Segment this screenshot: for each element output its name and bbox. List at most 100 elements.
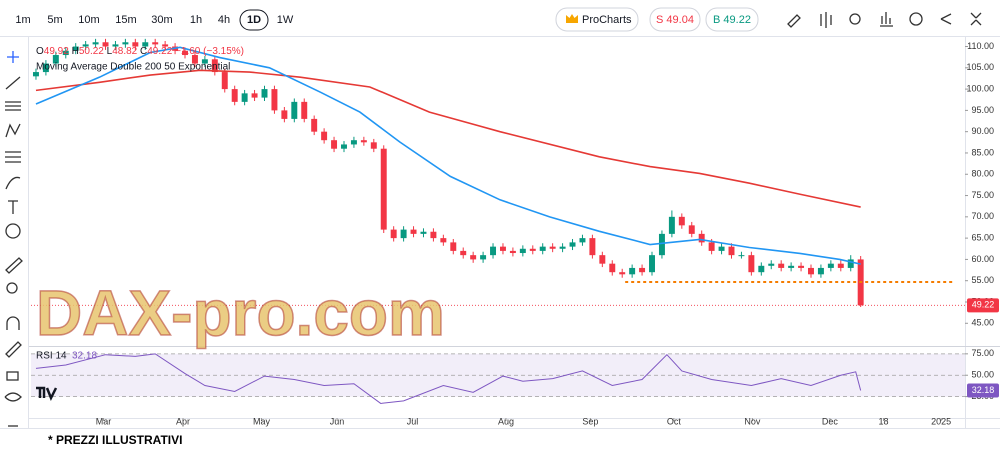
x-tick-label: 18: [879, 416, 889, 426]
interval[interactable]: 15m: [115, 14, 136, 26]
zoom-tool[interactable]: [6, 282, 18, 294]
crosshair-tool[interactable]: [7, 51, 19, 63]
candle-body: [331, 140, 338, 149]
ohlc-value: 49.22: [147, 46, 172, 57]
candle-body: [599, 255, 606, 264]
candle-body: [738, 255, 745, 257]
y-tick-label: 110.00: [967, 41, 994, 51]
candle-body: [72, 46, 79, 51]
rsi-legend: RSI 14: [36, 351, 67, 362]
x-tick-label: 2025: [931, 416, 951, 426]
candle-body: [569, 242, 576, 247]
interval[interactable]: 5m: [47, 14, 62, 26]
candle-body: [639, 267, 646, 273]
candle-body: [718, 246, 725, 251]
y-tick-label: 55.00: [971, 275, 994, 285]
interval[interactable]: 1W: [277, 14, 294, 26]
projection-tool[interactable]: [5, 151, 21, 163]
candle-body: [201, 59, 208, 64]
sell-button[interactable]: [649, 7, 701, 32]
candle-body: [778, 263, 785, 268]
indicator-icon[interactable]: [880, 12, 893, 27]
left-toolbar: [4, 51, 23, 427]
candle-body: [768, 263, 775, 266]
brush-tool[interactable]: [5, 176, 21, 190]
candle-body: [92, 42, 99, 45]
candle-body: [460, 250, 467, 256]
fib-tool[interactable]: [5, 101, 21, 111]
fullscreen-icon[interactable]: [970, 12, 982, 26]
buy-button[interactable]: [705, 7, 759, 32]
ohlc-label: O: [36, 46, 44, 57]
candle-body: [231, 89, 238, 102]
watermark: DAX-pro.com: [36, 277, 445, 349]
candle-body: [211, 59, 218, 73]
procharts-button[interactable]: [555, 7, 639, 32]
candle-body: [529, 248, 536, 251]
compare-icon[interactable]: [909, 12, 923, 26]
ruler-tool[interactable]: [5, 257, 23, 274]
candle-body: [649, 255, 655, 273]
crown-icon: [566, 14, 578, 23]
candle-body: [837, 263, 844, 268]
candle-body: [122, 42, 129, 45]
ohlc-label: L: [107, 46, 113, 57]
interval[interactable]: 30m: [151, 14, 172, 26]
interval[interactable]: 1h: [190, 14, 202, 26]
candle-body: [420, 231, 427, 234]
candle-body: [499, 246, 506, 251]
y-tick-label: 75.00: [971, 190, 994, 200]
candle-body: [658, 233, 665, 256]
candle-body: [400, 229, 407, 239]
interval[interactable]: 4h: [218, 14, 230, 26]
candle-body: [390, 229, 397, 239]
trendline-tool[interactable]: [5, 76, 21, 90]
candle-body: [559, 246, 566, 249]
candle-body: [629, 267, 636, 275]
buy-price: B 49.22: [713, 14, 751, 26]
candle-body: [589, 238, 596, 256]
indicator-legend: Moving Average Double 200 50 Exponential: [36, 62, 230, 73]
draw-icon[interactable]: [787, 14, 801, 28]
candle-body: [609, 263, 616, 273]
candle-body: [430, 231, 437, 239]
footer-note: * PREZZI ILLUSTRATIVI: [48, 433, 182, 447]
interval[interactable]: 1m: [15, 14, 30, 26]
y-tick-label: 90.00: [971, 126, 994, 136]
emoji-tool[interactable]: [5, 223, 21, 239]
candle-body: [112, 44, 119, 47]
ohlc-value: 48.82: [112, 46, 137, 57]
price-pane: 45.00 50.00 55.00 60.00 65.00 70.00 75.00 80.00…: [31, 38, 999, 426]
candle-body: [758, 265, 765, 273]
candle-body: [708, 242, 715, 251]
candle-body: [142, 42, 149, 47]
candle-body: [42, 63, 49, 73]
candle-body: [251, 93, 258, 98]
lock-draw-tool[interactable]: [5, 341, 22, 358]
y-tick-label: 50.00: [971, 370, 994, 380]
visibility-tool[interactable]: [4, 392, 22, 402]
share-icon[interactable]: [940, 13, 952, 25]
candle-body: [748, 255, 755, 273]
candle-body: [360, 140, 367, 143]
text-tool[interactable]: [8, 200, 18, 214]
pattern-tool[interactable]: [5, 123, 21, 138]
y-tick-label: 80.00: [971, 169, 994, 179]
magnet-tool[interactable]: [6, 316, 20, 330]
rsi-line: [35, 353, 862, 404]
interval[interactable]: 10m: [78, 14, 99, 26]
candle-body: [827, 263, 834, 268]
candle-body: [688, 225, 695, 234]
candle-icon[interactable]: [820, 12, 832, 28]
y-tick-label: 95.00: [971, 105, 994, 115]
interval[interactable]: 1D: [247, 14, 261, 26]
lock-tool[interactable]: [6, 371, 19, 381]
candle-body: [668, 216, 675, 234]
candle-body: [788, 265, 795, 268]
x-tick-label: Jul: [407, 416, 419, 426]
y-tick-label: 65.00: [971, 232, 994, 242]
y-tick-label: 70.00: [971, 211, 994, 221]
settings-icon[interactable]: [849, 13, 861, 25]
y-tick-label: 85.00: [971, 147, 994, 157]
